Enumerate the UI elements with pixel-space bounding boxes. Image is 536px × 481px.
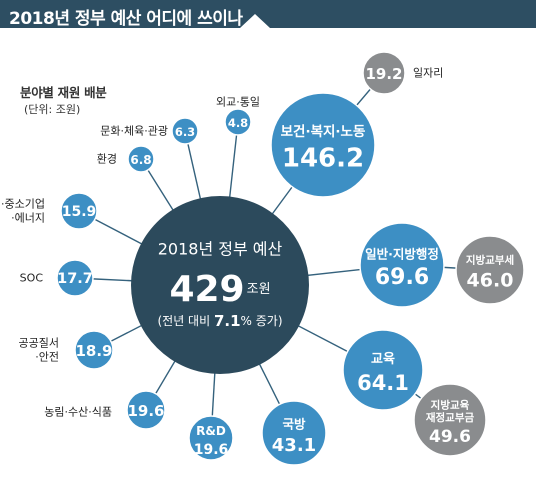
bubble-산업-중소기업-에너지: 15.9 산업·중소기업·에너지 xyxy=(0,192,98,230)
bubble-label-지방교부세: 지방교부세 xyxy=(466,254,514,267)
bubble-value-국방: 43.1 xyxy=(272,435,316,456)
bubble-circle-국방 xyxy=(261,400,327,466)
page-title: 2018년 정부 예산 어디에 쓰이나 xyxy=(9,9,243,29)
bubble-r-and-d: R&D 19.6 xyxy=(188,415,234,461)
bubble-교육: 교육 64.1 xyxy=(342,329,424,411)
bubble-value-산업-중소기업-에너지: 15.9 xyxy=(62,204,97,220)
total-label: 2018년 정부 예산 xyxy=(158,240,283,259)
total-value: 429 xyxy=(169,269,244,310)
total-change-prefix: (전년 대비 xyxy=(157,314,213,328)
bubble-circle-교육 xyxy=(342,329,424,411)
total-change-value: 7.1 xyxy=(214,312,241,330)
bubble-label-r-and-d: R&D xyxy=(196,424,226,438)
bubble-label-보건-복지-노동: 보건·복지·노동 xyxy=(281,123,366,140)
total-change-note: (전년 대비 7.1% 증가) xyxy=(157,312,282,330)
bubble-value-지방교육재정교부금: 49.6 xyxy=(429,427,471,447)
bubble-circle-산업-중소기업-에너지 xyxy=(60,192,98,230)
bubble-농림-수산-식품: 19.6 농림·수산·식품 xyxy=(44,390,166,430)
bubble-label-교육: 교육 xyxy=(371,351,395,367)
total-bubble: 2018년 정부 예산 429 조원 (전년 대비 7.1% 증가) xyxy=(131,196,309,374)
total-bubble-circle xyxy=(131,196,309,374)
bubble-문화-체육-관광: 6.3 문화·체육·관광 xyxy=(100,117,199,145)
bubble-label-환경: 환경 xyxy=(97,153,117,166)
bubble-label-국방: 국방 xyxy=(282,417,306,432)
bubble-circle-농림-수산-식품 xyxy=(126,390,166,430)
bubble-label-지방교육재정교부금: 지방교육 xyxy=(431,398,470,411)
bubble-value-농림-수산-식품: 19.6 xyxy=(127,402,164,420)
bubble-circle-외교-통일 xyxy=(224,108,252,136)
bubble-일반-지방행정: 일반·지방행정 69.6 xyxy=(359,222,445,308)
total-value-line: 429 조원 xyxy=(169,269,270,310)
bubble-value-문화-체육-관광: 6.3 xyxy=(175,125,195,139)
bubble-label-산업-중소기업-에너지-1: ·에너지 xyxy=(11,212,45,225)
bubble-circle-지방교육재정교부금 xyxy=(413,383,487,457)
bubble-label-공공질서-안전-1: ·안전 xyxy=(35,351,59,364)
bubble-circle-공공질서-안전 xyxy=(74,330,114,370)
bubble-circle-보건-복지-노동 xyxy=(270,92,376,198)
bubble-circle-지방교부세 xyxy=(455,235,525,305)
bubble-공공질서-안전: 18.9 공공질서·안전 xyxy=(19,330,114,370)
bubble-value-외교-통일: 4.8 xyxy=(228,116,248,130)
bubble-일자리: 19.2 일자리 xyxy=(362,51,443,95)
bubble-value-환경: 6.8 xyxy=(130,153,151,167)
bubble-label-공공질서-안전: 공공질서 xyxy=(19,337,59,350)
bubble-value-지방교부세: 46.0 xyxy=(467,270,514,292)
bubble-value-soc: 17.7 xyxy=(57,271,93,287)
bubble-circle-문화-체육-관광 xyxy=(171,117,199,145)
title-bar xyxy=(0,0,536,28)
bubble-circle-환경 xyxy=(127,145,155,173)
total-unit: 조원 xyxy=(247,282,271,297)
bubble-label-외교-통일: 외교·통일 xyxy=(216,95,260,109)
bubble-circle-soc xyxy=(56,259,94,297)
bubble-label-일자리: 일자리 xyxy=(413,66,443,80)
bubble-label-산업-중소기업-에너지: 산업·중소기업 xyxy=(0,198,45,211)
total-change-suffix: % 증가) xyxy=(241,314,283,328)
bubble-label-지방교육재정교부금-1: 재정교부금 xyxy=(426,411,475,424)
bubble-value-일반-지방행정: 69.6 xyxy=(375,265,429,290)
bubble-국방: 국방 43.1 xyxy=(261,400,327,466)
bubble-보건-복지-노동: 보건·복지·노동 146.2 xyxy=(270,92,376,198)
bubble-circle-일반-지방행정 xyxy=(359,222,445,308)
bubble-circle-일자리 xyxy=(362,51,406,95)
bubble-value-일자리: 19.2 xyxy=(365,65,402,83)
bubble-label-soc: SOC xyxy=(20,272,44,285)
bubbles: 2018년 정부 예산 429 조원 (전년 대비 7.1% 증가) 보건·복지·노동 1… xyxy=(0,51,525,466)
bubble-value-공공질서-안전: 18.9 xyxy=(75,342,112,360)
bubble-외교-통일: 4.8 외교·통일 xyxy=(216,95,260,136)
chart-heading: 분야별 재원 배분 xyxy=(20,85,107,100)
bubble-환경: 6.8 환경 xyxy=(97,145,155,173)
bubble-지방교부세: 지방교부세 46.0 xyxy=(455,235,525,305)
bubble-value-r-and-d: 19.6 xyxy=(194,442,229,458)
unit-note: (단위: 조원) xyxy=(24,103,81,116)
bubble-value-교육: 64.1 xyxy=(357,371,409,395)
bubble-soc: 17.7 SOC xyxy=(20,259,94,297)
bubble-label-농림-수산-식품: 농림·수산·식품 xyxy=(44,406,112,419)
bubble-value-보건-복지-노동: 146.2 xyxy=(282,144,364,174)
bubble-label-일반-지방행정: 일반·지방행정 xyxy=(365,247,439,262)
bubble-label-문화-체육-관광: 문화·체육·관광 xyxy=(100,125,168,138)
bubble-circle-r-and-d xyxy=(188,415,234,461)
